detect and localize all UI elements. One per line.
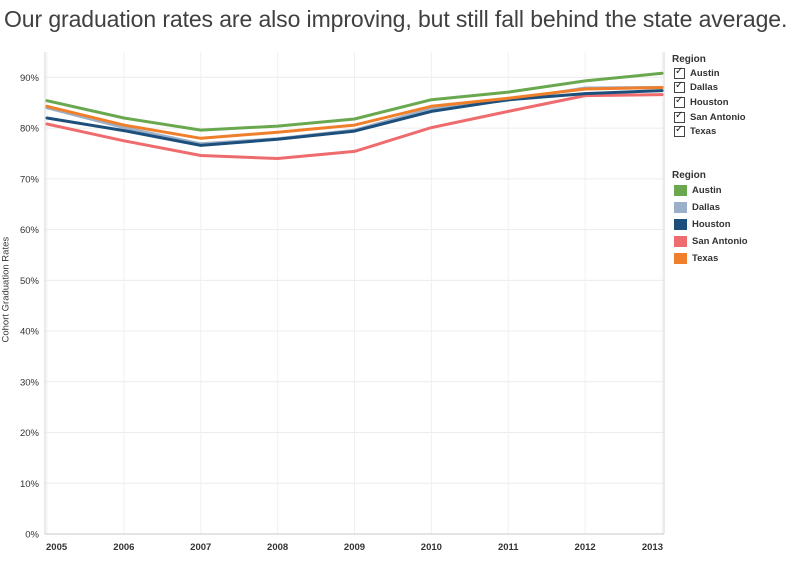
x-tick-label: 2010 [421,542,442,553]
x-tick-label: 2008 [267,542,288,553]
checkbox-checked-icon[interactable] [674,66,685,79]
page-headline: Our graduation rates are also improving,… [4,6,788,32]
checkbox-checked-icon[interactable] [674,124,685,138]
legend-swatch [674,202,687,213]
legend-swatch [674,253,687,264]
y-tick-label: 10% [20,479,40,490]
legend-item-texas[interactable]: Texas [672,250,748,267]
legend-item-san-antonio[interactable]: San Antonio [672,233,748,250]
filter-item-label: Texas [690,126,717,138]
series-line-houston [45,89,664,147]
legend-item-label: Dallas [692,202,720,213]
filter-item-label: Houston [690,96,729,108]
y-tick-label: 0% [25,530,39,541]
series-line-austin [45,71,664,132]
x-tick-label: 2013 [642,542,663,553]
legend-item-houston[interactable]: Houston [672,216,748,233]
series-line-texas [45,86,664,140]
plot-frame [44,52,665,535]
x-tick-label: 2009 [344,542,365,553]
filter-item-san-antonio[interactable]: San Antonio [672,110,746,125]
legend-swatch [674,219,687,230]
legend-swatch [674,185,687,196]
region-filter: Region Austin Dallas Houston San Antonio… [672,53,746,139]
series-lines [45,71,664,160]
series-line-san-antonio [45,93,664,160]
legend-item-austin[interactable]: Austin [672,182,748,199]
graduation-rate-chart: 0%10%20%30%40%50%60%70%80%90% 2005 2006 20… [20,52,665,553]
filter-item-label: Austin [690,67,720,79]
y-tick-label: 40% [20,327,40,338]
x-tick-label: 2011 [498,542,519,553]
filter-item-austin[interactable]: Austin [672,66,746,81]
filter-item-label: San Antonio [690,111,746,123]
y-tick-label: 60% [20,225,40,236]
color-legend-title: Region [672,170,706,181]
legend-item-label: Austin [692,185,722,196]
legend-item-label: Houston [692,219,731,230]
region-filter-title: Region [672,54,706,65]
y-tick-label: 70% [20,174,40,185]
x-tick-labels: 2005 2006 2007 2008 2009 2010 2011 2012 2013 [46,542,663,553]
filter-item-texas[interactable]: Texas [672,124,746,139]
legend-item-label: Texas [692,253,719,264]
x-tick-label: 2007 [190,542,211,553]
legend-item-label: San Antonio [692,236,748,247]
x-tick-label: 2012 [575,542,596,553]
y-tick-label: 90% [20,73,40,84]
checkbox-checked-icon[interactable] [674,110,685,123]
filter-item-label: Dallas [690,82,718,94]
y-tick-label: 20% [20,428,40,439]
filter-item-dallas[interactable]: Dallas [672,80,746,96]
legend-swatch [674,236,687,247]
x-tick-label: 2006 [113,542,134,553]
checkbox-checked-icon[interactable] [674,80,685,94]
x-tick-label: 2005 [46,542,68,553]
checkbox-checked-icon[interactable] [674,95,685,108]
color-legend: Region Austin Dallas Houston San Antonio… [672,169,748,267]
legend-item-dallas[interactable]: Dallas [672,199,748,216]
y-tick-labels: 0% 10% 20% 30% 40% 50% 60% 70% 80% 90% [20,73,40,541]
filter-item-houston[interactable]: Houston [672,95,746,110]
y-tick-label: 30% [20,377,40,388]
y-tick-label: 80% [20,124,40,135]
y-tick-label: 50% [20,276,40,287]
